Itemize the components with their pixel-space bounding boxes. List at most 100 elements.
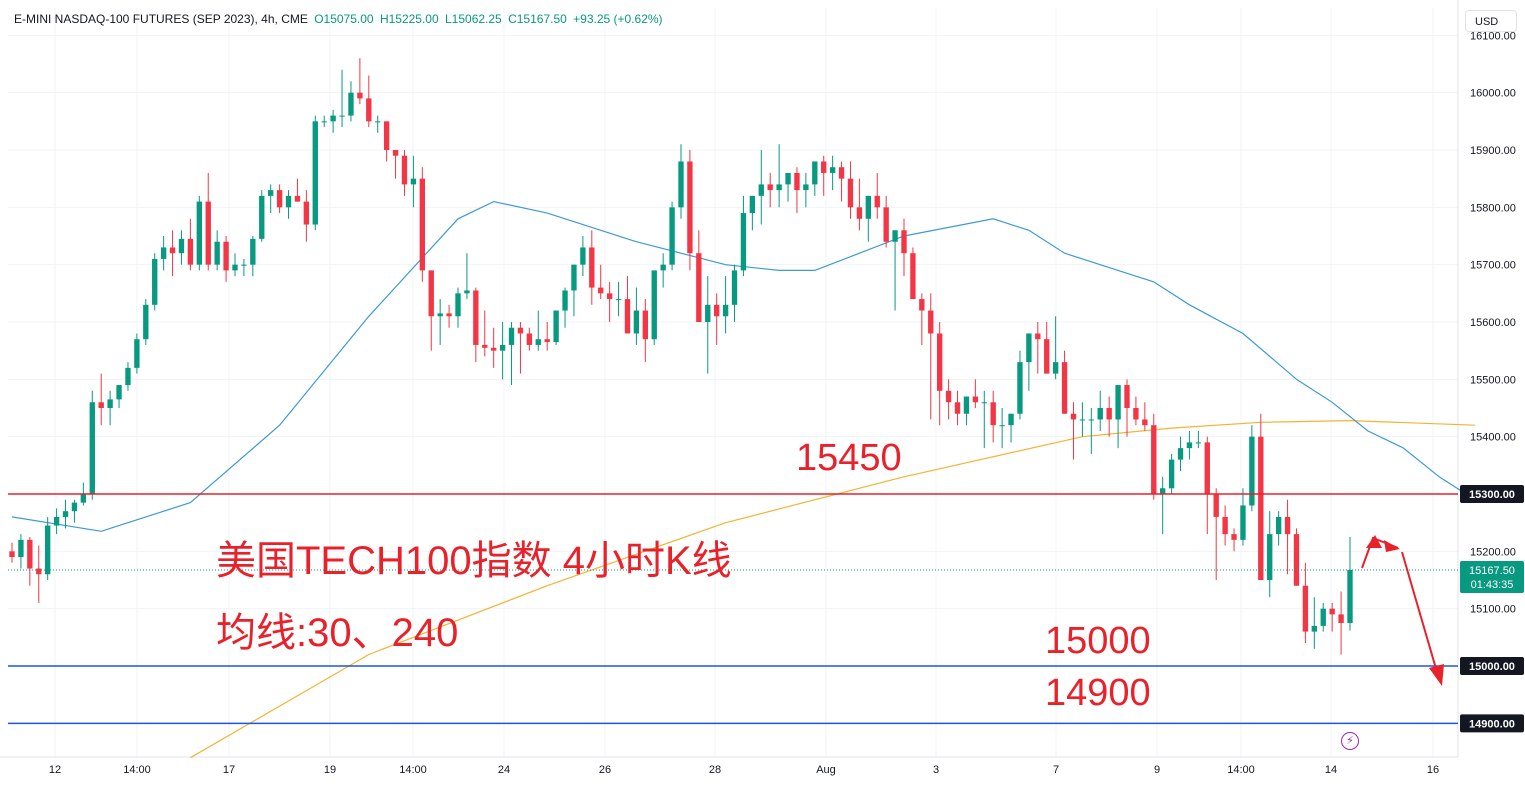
candle-body	[1347, 569, 1353, 623]
candle-body	[9, 551, 15, 558]
ma30-line	[11, 200, 1476, 532]
y-tick-label: 15700.00	[1470, 260, 1516, 272]
candle	[865, 195, 871, 242]
candle-body	[1240, 505, 1246, 540]
candle-body	[312, 121, 318, 225]
candle-body	[1222, 516, 1228, 535]
candle-body	[455, 293, 461, 317]
candle	[241, 258, 247, 277]
candle	[606, 281, 613, 322]
y-tick-label: 15800.00	[1470, 202, 1516, 214]
candle	[714, 293, 720, 345]
candle	[803, 172, 809, 208]
candle-body	[1088, 419, 1094, 421]
candle-body	[812, 161, 818, 185]
currency-button[interactable]: USD	[1465, 10, 1517, 32]
candle	[1142, 402, 1148, 431]
candle-body	[963, 396, 970, 414]
candle-body	[330, 115, 336, 122]
candle-body	[125, 367, 131, 386]
forecast-up-arrow	[1361, 536, 1399, 569]
candle-body	[205, 201, 211, 265]
candle	[1097, 390, 1103, 431]
candle-body	[1160, 488, 1166, 494]
candle	[972, 379, 979, 408]
candle	[589, 230, 595, 305]
candle	[1267, 511, 1273, 598]
candle-body	[1258, 436, 1264, 580]
y-tick-label: 15400.00	[1470, 432, 1516, 444]
candle-body	[134, 339, 140, 368]
candle-body	[1302, 585, 1309, 632]
x-tick-label: 14	[1325, 764, 1337, 776]
candle-body	[196, 201, 202, 265]
candle-body	[847, 178, 854, 208]
x-tick-label: 7	[1053, 764, 1059, 776]
candle	[1070, 402, 1077, 460]
candle-body	[1035, 333, 1041, 340]
candle	[1293, 528, 1300, 586]
candle	[937, 322, 943, 426]
candle-body	[401, 155, 408, 185]
candle-body	[1079, 419, 1086, 421]
candle	[1079, 402, 1086, 437]
candle	[312, 115, 318, 231]
candle	[1168, 453, 1175, 494]
level-label-bg	[1460, 657, 1524, 675]
candle-body	[945, 390, 952, 403]
symbol-title: E-MINI NASDAQ-100 FUTURES (SEP 2023), 4h…	[14, 12, 308, 26]
candle	[455, 287, 461, 328]
x-tick-label: 17	[223, 764, 235, 776]
candle	[223, 236, 229, 282]
candle-body	[1177, 448, 1184, 460]
low-value: L15062.25	[445, 12, 502, 26]
candle-body	[740, 213, 747, 271]
candle	[910, 247, 916, 300]
lightning-icon[interactable]: ⚡	[1341, 732, 1359, 750]
candle-body	[1186, 442, 1193, 449]
candle	[18, 534, 24, 569]
candle	[1338, 591, 1344, 655]
candle	[928, 293, 934, 420]
candle-body	[169, 247, 176, 254]
x-tick-label: 28	[709, 764, 721, 776]
x-tick-label: 19	[324, 764, 336, 776]
candle	[945, 379, 952, 420]
candle	[544, 322, 550, 351]
candle-body	[928, 310, 934, 334]
forecast-right-arrowhead	[1384, 540, 1400, 552]
candle-body	[1249, 436, 1255, 506]
candle	[919, 293, 925, 345]
candle-body	[901, 230, 907, 254]
candle-body	[1133, 408, 1139, 420]
candle	[954, 390, 961, 426]
candle	[963, 396, 970, 426]
candle	[1302, 562, 1309, 644]
candle-body	[357, 92, 363, 99]
candle-body	[562, 290, 568, 311]
candle-body	[53, 516, 60, 526]
candle	[1124, 379, 1130, 437]
x-tick-label: 24	[498, 764, 510, 776]
candle-body	[1293, 534, 1300, 586]
level-label: 15000.00	[1469, 661, 1515, 673]
candle	[9, 542, 15, 563]
candle	[348, 81, 354, 122]
candle-body	[1231, 534, 1237, 540]
candle-body	[517, 327, 524, 334]
candle-body	[62, 511, 69, 517]
annotation-15450: 15450	[796, 437, 902, 479]
candle-body	[491, 347, 497, 351]
candle	[758, 150, 764, 225]
candle-body	[1044, 339, 1050, 374]
candle	[669, 201, 675, 271]
candle-body	[606, 293, 613, 300]
candle-body	[642, 310, 648, 340]
candle-body	[919, 299, 925, 311]
x-tick-label: 9	[1154, 764, 1160, 776]
candle	[1204, 436, 1210, 535]
candle-body	[1168, 459, 1175, 489]
candle	[999, 408, 1005, 449]
